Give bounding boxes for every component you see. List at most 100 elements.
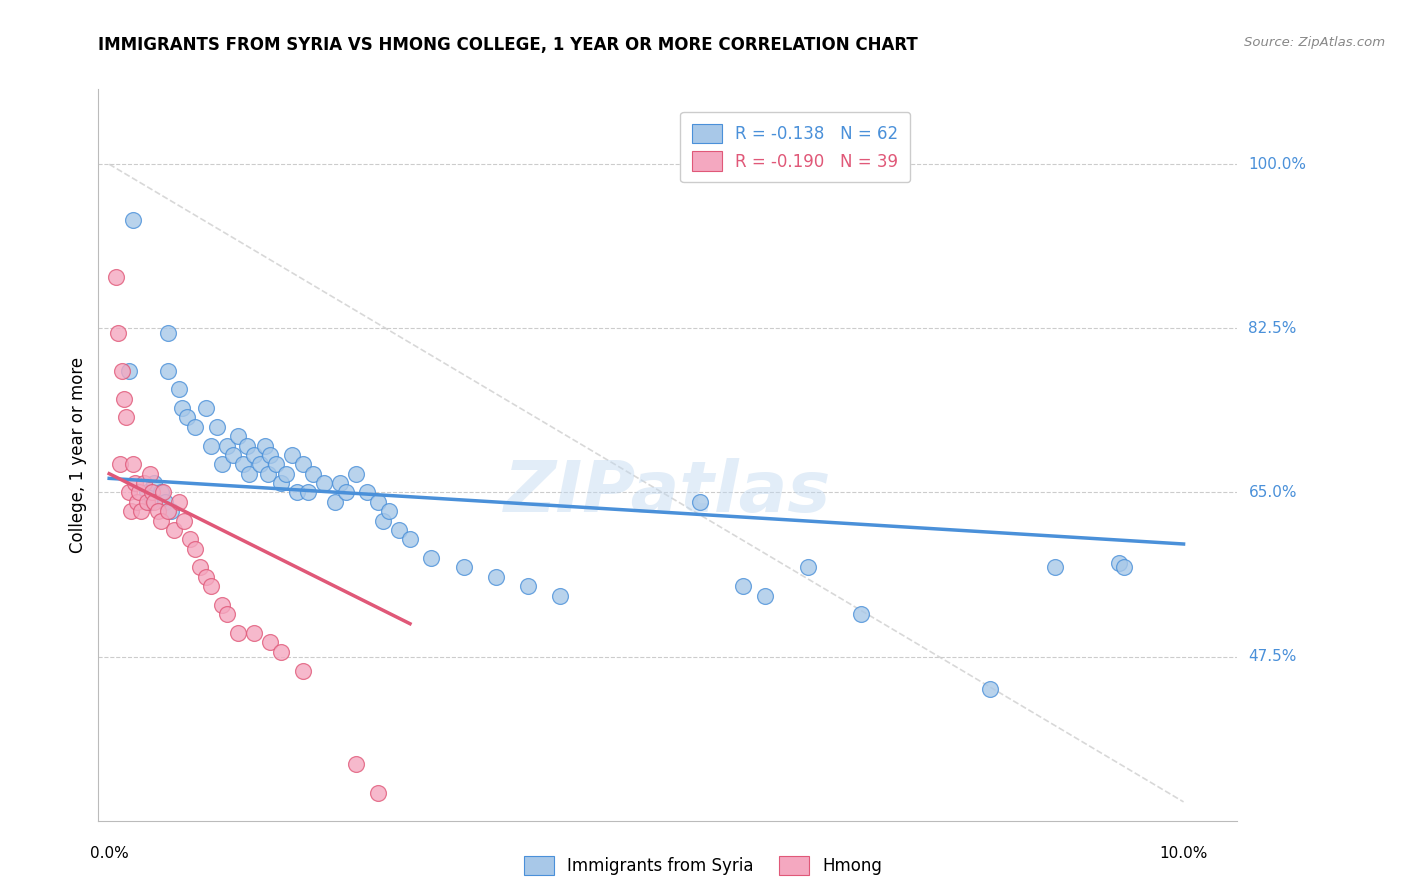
Point	[128, 485, 150, 500]
Point	[157, 363, 180, 377]
Point	[232, 458, 254, 472]
Point	[226, 626, 249, 640]
Point	[211, 458, 233, 472]
Point	[143, 495, 166, 509]
Point	[249, 458, 271, 472]
Point	[297, 485, 319, 500]
Point	[329, 476, 352, 491]
Point	[222, 448, 245, 462]
Point	[270, 476, 292, 491]
Point	[117, 363, 139, 377]
Point	[131, 504, 153, 518]
Point	[179, 533, 201, 547]
Point	[200, 438, 222, 452]
Point	[979, 682, 1001, 697]
Point	[257, 467, 280, 481]
Point	[121, 213, 143, 227]
Point	[550, 589, 572, 603]
Point	[399, 533, 422, 547]
Text: 100.0%: 100.0%	[1249, 157, 1306, 172]
Point	[139, 495, 162, 509]
Point	[135, 485, 157, 500]
Point	[367, 495, 389, 509]
Point	[211, 598, 233, 612]
Point	[1114, 560, 1136, 574]
Point	[312, 476, 335, 491]
Point	[104, 269, 127, 284]
Point	[149, 485, 172, 500]
Point	[373, 514, 395, 528]
Point	[420, 551, 443, 566]
Point	[132, 476, 155, 491]
Point	[344, 467, 367, 481]
Point	[344, 757, 367, 772]
Legend: R = -0.138   N = 62, R = -0.190   N = 39: R = -0.138 N = 62, R = -0.190 N = 39	[681, 112, 910, 182]
Point	[217, 607, 239, 622]
Point	[121, 458, 143, 472]
Point	[302, 467, 325, 481]
Point	[453, 560, 475, 574]
Point	[377, 504, 399, 518]
Point	[217, 438, 239, 452]
Point	[162, 523, 184, 537]
Point	[1043, 560, 1066, 574]
Point	[115, 410, 138, 425]
Point	[796, 560, 818, 574]
Point	[112, 392, 135, 406]
Point	[157, 504, 180, 518]
Point	[253, 438, 276, 452]
Point	[367, 785, 389, 799]
Text: ZIPatlas: ZIPatlas	[505, 458, 831, 527]
Point	[226, 429, 249, 443]
Point	[517, 579, 540, 593]
Point	[120, 504, 142, 518]
Point	[200, 579, 222, 593]
Point	[194, 570, 217, 584]
Point	[851, 607, 873, 622]
Point	[176, 410, 198, 425]
Point	[135, 495, 157, 509]
Point	[235, 438, 257, 452]
Point	[149, 514, 172, 528]
Point	[238, 467, 260, 481]
Point	[259, 448, 281, 462]
Point	[731, 579, 754, 593]
Y-axis label: College, 1 year or more: College, 1 year or more	[69, 357, 87, 553]
Point	[335, 485, 357, 500]
Point	[124, 476, 146, 491]
Point	[264, 458, 287, 472]
Text: 47.5%: 47.5%	[1249, 649, 1296, 664]
Point	[160, 504, 183, 518]
Point	[127, 495, 149, 509]
Point	[111, 363, 134, 377]
Point	[153, 495, 176, 509]
Point	[152, 485, 174, 500]
Point	[117, 485, 139, 500]
Point	[270, 645, 292, 659]
Text: 10.0%: 10.0%	[1160, 846, 1208, 861]
Text: 0.0%: 0.0%	[90, 846, 128, 861]
Point	[141, 485, 163, 500]
Point	[108, 458, 131, 472]
Point	[291, 664, 314, 678]
Point	[754, 589, 776, 603]
Point	[167, 382, 190, 396]
Point	[184, 541, 207, 556]
Point	[356, 485, 378, 500]
Point	[146, 504, 169, 518]
Point	[323, 495, 346, 509]
Text: 65.0%: 65.0%	[1249, 485, 1296, 500]
Point	[157, 326, 180, 340]
Point	[485, 570, 508, 584]
Point	[281, 448, 304, 462]
Point	[194, 401, 217, 415]
Legend: Immigrants from Syria, Hmong: Immigrants from Syria, Hmong	[516, 847, 890, 884]
Point	[285, 485, 308, 500]
Text: Source: ZipAtlas.com: Source: ZipAtlas.com	[1244, 36, 1385, 49]
Point	[276, 467, 298, 481]
Point	[139, 467, 162, 481]
Point	[190, 560, 212, 574]
Point	[259, 635, 281, 649]
Point	[184, 419, 207, 434]
Point	[167, 495, 190, 509]
